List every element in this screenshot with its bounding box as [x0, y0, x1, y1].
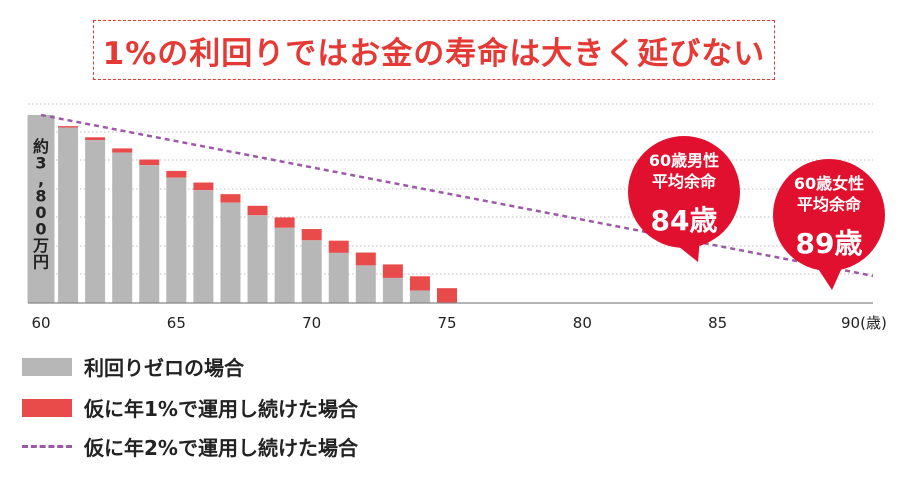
bubble-circle	[628, 136, 740, 248]
x-tick-label: 80	[573, 314, 592, 332]
bar-zero-62	[85, 140, 106, 303]
bar-1pct-68	[247, 205, 268, 216]
legend-item-1pct: 仮に年1%で運用し続けた場合	[22, 393, 358, 422]
bubble-circle	[773, 159, 885, 271]
bar-zero-61	[58, 127, 79, 303]
y-axis-label-char: 約	[33, 137, 49, 156]
bar-zero-70	[301, 240, 322, 303]
bubble-text-line: 60歳女性	[794, 174, 864, 193]
chart-title-box: 1%の利回りではお金の寿命は大きく延びない	[93, 20, 775, 80]
legend-swatch-dashed	[22, 445, 72, 448]
y-axis-label-char: 8	[35, 187, 46, 206]
y-axis-label-char: 0	[35, 220, 46, 239]
bar-zero-64	[139, 165, 160, 303]
bar-zero-71	[328, 252, 349, 303]
legend-label-zero: 利回りゼロの場合	[84, 356, 244, 380]
bar-1pct-69	[274, 217, 295, 228]
legend-swatch-red	[22, 398, 72, 417]
bar-1pct-65	[166, 170, 187, 178]
bar-1pct-61	[58, 126, 79, 128]
bar-1pct-74	[409, 276, 430, 291]
bar-1pct-70	[301, 229, 322, 241]
y-axis-label-char: ,	[38, 170, 44, 189]
bubble-text-line: 平均余命	[652, 172, 717, 191]
legend-item-zero: 利回りゼロの場合	[22, 352, 244, 381]
bar-zero-69	[274, 227, 295, 303]
y-axis-label-char: 円	[33, 253, 49, 272]
bar-1pct-75	[437, 288, 457, 303]
y-axis-label-char: 3	[35, 154, 46, 173]
bar-zero-65	[166, 177, 187, 303]
bar-zero-63	[112, 152, 133, 303]
x-tick-label: 65	[167, 314, 186, 332]
bar-zero-74	[409, 290, 430, 303]
x-tick-label: 85	[708, 314, 727, 332]
line-2pct	[40, 113, 874, 278]
bar-1pct-64	[139, 159, 160, 166]
bar-1pct-67	[220, 194, 241, 203]
bar-1pct-73	[382, 264, 403, 278]
bar-1pct-66	[193, 182, 214, 191]
bubble-text-line: 平均余命	[797, 195, 862, 214]
bubble-value: 84歳	[651, 204, 718, 237]
legend-item-2pct: 仮に年2%で運用し続けた場合	[22, 432, 358, 461]
bar-1pct-72	[355, 252, 376, 266]
y-axis-label-char: 0	[35, 203, 46, 222]
legend-label-2pct: 仮に年2%で運用し続けた場合	[84, 436, 358, 460]
bar-zero-73	[382, 277, 403, 303]
x-tick-label: 90(歳)	[841, 314, 887, 332]
bar-zero-60	[27, 115, 55, 303]
bar-1pct-71	[328, 240, 349, 253]
bubble-value: 89歳	[796, 227, 863, 260]
bar-1pct-62	[85, 137, 106, 141]
legend-label-1pct: 仮に年1%で運用し続けた場合	[84, 397, 358, 421]
bar-1pct-63	[112, 148, 133, 153]
bar-zero-68	[247, 215, 268, 303]
bar-zero-72	[355, 265, 376, 303]
bar-zero-67	[220, 202, 241, 303]
bar-zero-66	[193, 190, 214, 303]
y-axis-label-char: 万	[32, 236, 49, 255]
x-tick-label: 60	[31, 314, 50, 332]
bubble-text-line: 60歳男性	[649, 151, 719, 170]
legend-swatch-gray	[22, 357, 72, 376]
chart-title: 1%の利回りではお金の寿命は大きく延びない	[102, 35, 766, 72]
x-tick-label: 70	[302, 314, 321, 332]
x-tick-label: 75	[437, 314, 456, 332]
